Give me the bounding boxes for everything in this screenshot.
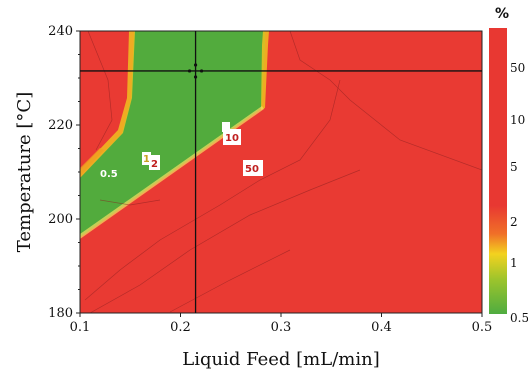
colorbar-tick-label: 1 bbox=[510, 256, 518, 270]
contour-label-text-2: 2 bbox=[151, 159, 158, 170]
x-tick-label: 0.3 bbox=[271, 320, 292, 335]
y-tick-label: 240 bbox=[48, 24, 73, 39]
y-tick-label: 220 bbox=[48, 118, 73, 133]
colorbar-tick-label: 10 bbox=[510, 113, 525, 127]
contour-label-text-50: 50 bbox=[245, 164, 259, 175]
contour-label-0-5: 0.5 bbox=[100, 169, 118, 180]
contour-lines bbox=[84, 31, 482, 313]
contour-label-text-10: 10 bbox=[225, 133, 239, 144]
colorbar bbox=[489, 28, 507, 314]
colorbar-ticks: 50 10 5 2 1 0.5 bbox=[510, 61, 528, 325]
x-tick-label: 0.5 bbox=[472, 320, 493, 335]
contour-label-text-1: 1 bbox=[143, 154, 150, 165]
colorbar-unit-label: % bbox=[495, 6, 509, 22]
contour-label-1: 1 bbox=[142, 152, 151, 165]
y-tick-label: 200 bbox=[48, 212, 73, 227]
transition-edge-left bbox=[80, 31, 135, 178]
x-tick-label: 0.2 bbox=[170, 320, 191, 335]
transition-edge-lowleft bbox=[80, 148, 104, 176]
x-axis-title: Liquid Feed [mL/min] bbox=[182, 349, 379, 370]
crosshair-marker[interactable] bbox=[187, 63, 204, 79]
contour-label-50: 50 bbox=[243, 160, 263, 176]
crosshair-dot bbox=[193, 75, 198, 79]
y-axis-title: Temperature [°C] bbox=[14, 92, 35, 252]
crosshair-dot bbox=[199, 69, 204, 73]
contour-label-text-0-5: 0.5 bbox=[100, 169, 118, 180]
colorbar-tick-label: 2 bbox=[510, 215, 518, 229]
colorbar-tick-label: 50 bbox=[510, 61, 525, 75]
colorbar-tick-label: 5 bbox=[510, 160, 518, 174]
contour-label-2: 2 bbox=[149, 155, 160, 170]
colorbar-tick-label: 0.5 bbox=[510, 311, 528, 325]
x-axis: 0.1 0.2 0.3 0.4 0.5 bbox=[70, 313, 493, 335]
y-axis: 180 200 220 240 bbox=[48, 24, 80, 321]
contour-label-10: 10 bbox=[222, 122, 241, 145]
y-tick-label: 180 bbox=[48, 306, 73, 321]
x-tick-label: 0.1 bbox=[70, 320, 91, 335]
crosshair-dot bbox=[193, 63, 198, 67]
low-region bbox=[80, 31, 265, 237]
x-tick-label: 0.4 bbox=[371, 320, 392, 335]
transition-edge-diagonal bbox=[80, 106, 264, 239]
crosshair-dot bbox=[187, 69, 192, 73]
